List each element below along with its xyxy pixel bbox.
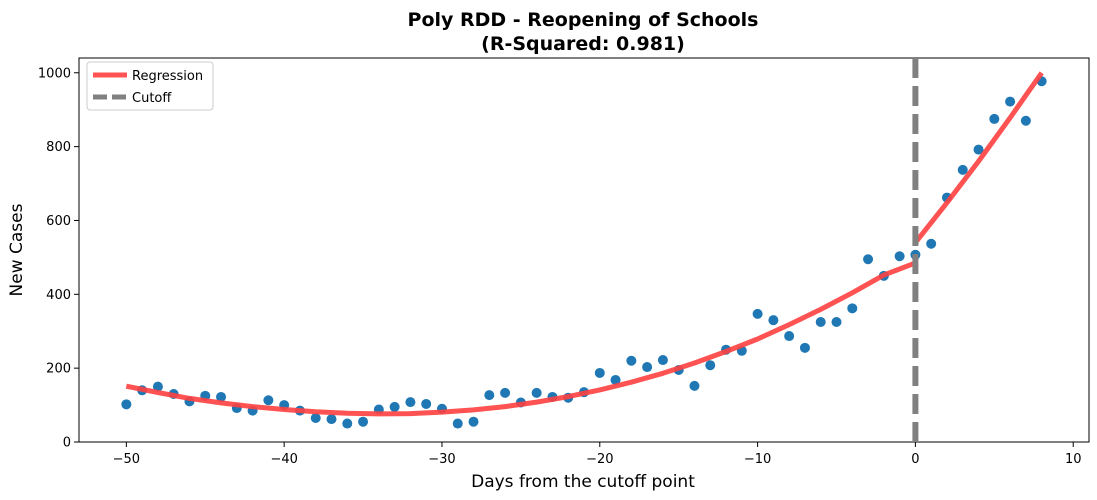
regression-line-right: [913, 71, 1044, 245]
data-point: [531, 387, 542, 398]
data-point: [973, 144, 984, 155]
data-point: [500, 387, 511, 398]
x-tick-label: −40: [270, 452, 297, 467]
x-tick-label: −20: [586, 452, 613, 467]
y-tick-label: 1000: [38, 66, 71, 81]
axes-frame: [78, 57, 1090, 443]
y-tick-label: 200: [46, 362, 71, 377]
y-tick-label: 400: [46, 288, 71, 303]
x-tick-label: −50: [113, 452, 140, 467]
data-point: [847, 303, 858, 314]
data-point: [752, 308, 763, 319]
data-point: [689, 380, 700, 391]
legend-regression-label: Regression: [132, 69, 203, 84]
y-tick-label: 0: [63, 436, 71, 451]
x-tick-label: 0: [911, 452, 919, 467]
data-point: [358, 416, 369, 427]
data-point: [957, 164, 968, 175]
data-point: [657, 355, 668, 366]
data-point: [784, 331, 795, 342]
x-tick-label: −10: [744, 452, 771, 467]
legend: Regression Cutoff: [86, 61, 214, 111]
x-tick-label: −30: [428, 452, 455, 467]
x-axis-label: Days from the cutoff point: [471, 472, 695, 492]
data-point: [342, 418, 353, 429]
data-point: [894, 251, 905, 262]
data-point: [468, 416, 479, 427]
data-point: [326, 414, 337, 425]
data-point: [263, 395, 274, 406]
data-point: [642, 362, 653, 373]
data-point: [705, 360, 716, 371]
data-point: [484, 390, 495, 401]
data-point: [389, 401, 400, 412]
data-point: [121, 399, 132, 410]
data-point: [452, 418, 463, 429]
chart-subtitle: (R-Squared: 0.981): [481, 33, 685, 55]
data-point: [926, 238, 937, 249]
data-point: [1005, 96, 1016, 107]
data-point: [152, 381, 163, 392]
data-point: [216, 391, 227, 402]
y-tick-label: 800: [46, 140, 71, 155]
data-point: [626, 355, 637, 366]
data-point: [610, 374, 621, 385]
data-point: [831, 317, 842, 327]
regression-line-left: [125, 260, 917, 417]
x-tick-label: 10: [1065, 452, 1082, 467]
data-point: [768, 315, 779, 326]
data-point: [989, 113, 1000, 124]
data-point: [421, 398, 432, 409]
chart-title: Poly RDD - Reopening of Schools: [408, 9, 759, 31]
data-point: [863, 254, 874, 265]
data-point: [594, 367, 605, 378]
y-axis-label: New Cases: [7, 203, 27, 296]
y-tick-label: 600: [46, 214, 71, 229]
data-point: [1020, 115, 1031, 126]
data-point: [815, 317, 826, 327]
legend-cutoff-label: Cutoff: [132, 91, 172, 106]
data-point: [310, 413, 321, 423]
data-point: [405, 397, 416, 408]
data-point: [799, 342, 810, 353]
